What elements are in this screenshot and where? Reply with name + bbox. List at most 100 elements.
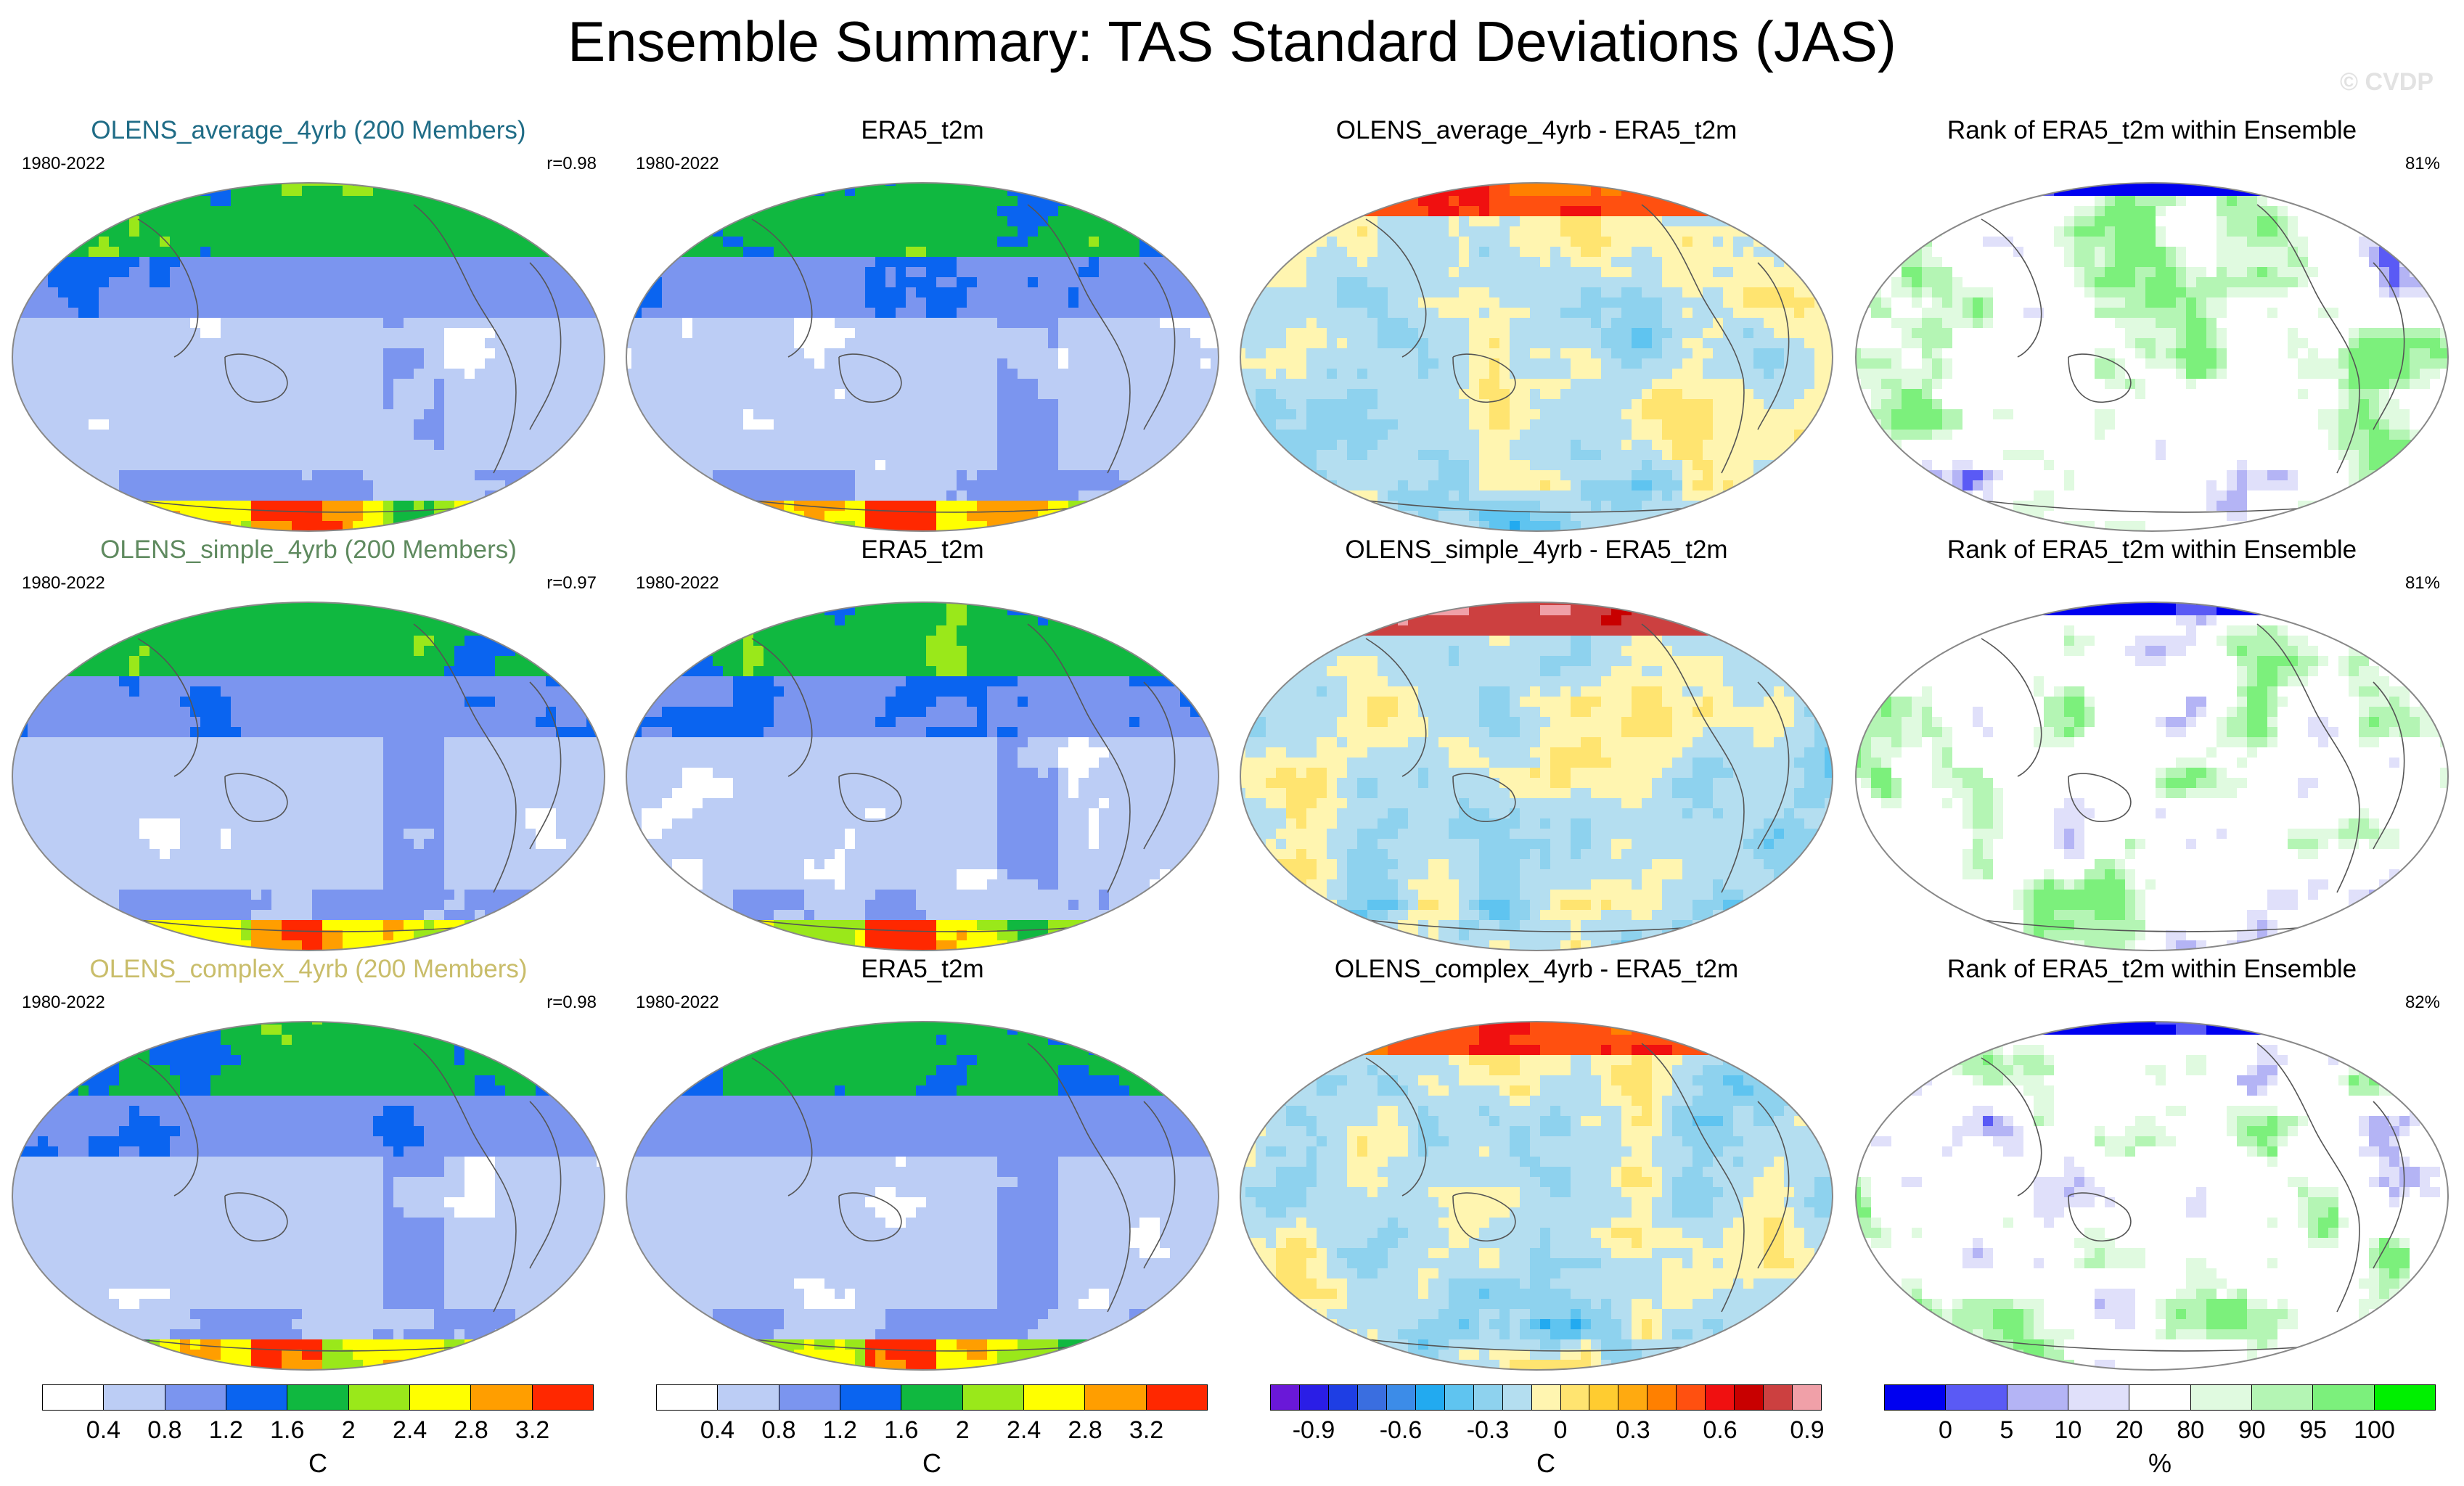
- map-border: [1855, 1021, 2449, 1371]
- colorbar-swatch: [1735, 1385, 1764, 1410]
- coastline-outline: [224, 353, 288, 403]
- period-label: 1980-2022: [636, 154, 719, 174]
- coastline-outline: [2256, 204, 2360, 474]
- period-label: 1980-2022: [636, 573, 719, 594]
- colorbar-tick-label: 0.8: [147, 1416, 181, 1445]
- colorbar-unit: C: [656, 1448, 1208, 1479]
- coastline-outline: [838, 773, 902, 822]
- stat-label: 81%: [2405, 573, 2440, 594]
- colorbar-tick-label: 2.8: [454, 1416, 488, 1445]
- panel-title: ERA5_t2m: [621, 955, 1224, 984]
- period-label: 1980-2022: [22, 573, 105, 594]
- coastline-outline: [529, 262, 562, 430]
- coastline-outline: [1452, 1192, 1516, 1241]
- colorbar-swatch: [779, 1385, 840, 1410]
- coastline-outline: [838, 1192, 902, 1241]
- colorbar-tick-label: 5: [2000, 1416, 2013, 1445]
- colorbar-tick-label: 1.6: [884, 1416, 918, 1445]
- map-container: [7, 1014, 610, 1381]
- colorbar-tick-label: 2: [342, 1416, 356, 1445]
- colorbar-swatch: [532, 1385, 593, 1410]
- map-border: [1240, 182, 1833, 532]
- colorbar-swatch: [657, 1385, 719, 1410]
- coastline-outline: [413, 1043, 517, 1313]
- map-panel-r2-c3: OLENS_simple_4yrb - ERA5_t2m: [1235, 528, 1838, 951]
- panel-title: OLENS_simple_4yrb - ERA5_t2m: [1235, 535, 1838, 565]
- coastline-outline: [1641, 204, 1745, 474]
- panel-title: Rank of ERA5_t2m within Ensemble: [1851, 955, 2453, 984]
- colorbar-tick-label: 0.9: [1790, 1416, 1824, 1445]
- panel-title: Rank of ERA5_t2m within Ensemble: [1851, 116, 2453, 145]
- coastline-outline: [2373, 262, 2405, 430]
- map-container: [7, 595, 610, 961]
- colorbar-swatch: [1444, 1385, 1474, 1410]
- colorbar-tick-label: 80: [2177, 1416, 2204, 1445]
- colorbar-swatch: [1793, 1385, 1822, 1410]
- coastline-outline: [1365, 638, 1427, 777]
- colorbar-swatch: [2129, 1385, 2191, 1410]
- map-border: [12, 1021, 605, 1371]
- colorbar-swatch: [1299, 1385, 1329, 1410]
- coastline-outline: [413, 204, 517, 474]
- coastline-outline: [838, 353, 902, 403]
- colorbar-swatch: [1386, 1385, 1416, 1410]
- colorbar-swatch: [471, 1385, 533, 1410]
- coastline-outline: [1757, 681, 1790, 850]
- map-panel-r3-c2: ERA5_t2m 1980-2022: [621, 948, 1224, 1371]
- colorbar-swatch: [962, 1385, 1024, 1410]
- coastline-outline: [2068, 353, 2132, 403]
- coastline-outline: [1452, 353, 1516, 403]
- map-diff-r2-c3: [1240, 602, 1833, 951]
- colorbar-tick-label: 1.2: [209, 1416, 243, 1445]
- map-diff-r1-c3: [1240, 182, 1833, 532]
- colorbar-tick-label: 95: [2299, 1416, 2327, 1445]
- coastline-outline: [1981, 638, 2042, 777]
- colorbar-tick-label: 2.4: [393, 1416, 427, 1445]
- map-rank-r2-c4: [1855, 602, 2449, 951]
- colorbar-1: 0.4 0.8 1.2 1.6 2 2.4 2.8 3.2 C: [42, 1384, 594, 1478]
- colorbar-swatch: [2313, 1385, 2375, 1410]
- map-std-r1-c2: [626, 182, 1219, 532]
- colorbar-tick-label: -0.6: [1380, 1416, 1423, 1445]
- colorbar-swatch: [1531, 1385, 1561, 1410]
- map-std-r3-c1: [12, 1021, 605, 1371]
- map-panel-r1-c3: OLENS_average_4yrb - ERA5_t2m: [1235, 109, 1838, 532]
- coastline-outline: [1981, 1057, 2042, 1196]
- map-border: [626, 602, 1219, 951]
- stat-label: 82%: [2405, 993, 2440, 1013]
- coastline-outline: [2373, 681, 2405, 850]
- panel-title: OLENS_average_4yrb - ERA5_t2m: [1235, 116, 1838, 145]
- colorbar-4: 0 5 10 20 80 90 95 100%: [1884, 1384, 2436, 1478]
- colorbar-swatch: [104, 1385, 165, 1410]
- map-panel-r2-c4: Rank of ERA5_t2m within Ensemble 81%: [1851, 528, 2453, 951]
- map-panel-r3-c3: OLENS_complex_4yrb - ERA5_t2m: [1235, 948, 1838, 1371]
- coastline-outline: [751, 218, 813, 358]
- colorbar-swatch: [1706, 1385, 1735, 1410]
- colorbar-tick-label: 0.3: [1616, 1416, 1650, 1445]
- coastline-outline: [2256, 1043, 2360, 1313]
- colorbar-tick-label: 0: [1939, 1416, 1952, 1445]
- coastline-outline: [529, 1101, 562, 1269]
- colorbar-swatch: [2251, 1385, 2314, 1410]
- map-panel-r1-c2: ERA5_t2m 1980-2022: [621, 109, 1224, 532]
- colorbar-swatches: [1884, 1384, 2436, 1411]
- colorbar-swatch: [1560, 1385, 1590, 1410]
- map-container: [1851, 595, 2453, 961]
- colorbar-tick-label: -0.9: [1293, 1416, 1335, 1445]
- coastline-outline: [751, 638, 813, 777]
- panel-title: OLENS_complex_4yrb (200 Members): [7, 955, 610, 984]
- colorbar-swatch: [840, 1385, 902, 1410]
- coastline-outline: [1027, 204, 1131, 474]
- colorbar-swatch: [1085, 1385, 1147, 1410]
- map-container: [1851, 1014, 2453, 1381]
- colorbar-2: 0.4 0.8 1.2 1.6 2 2.4 2.8 3.2 C: [656, 1384, 1208, 1479]
- colorbar-unit: C: [1270, 1448, 1822, 1479]
- colorbar-swatch: [1764, 1385, 1793, 1410]
- coastline-outline: [137, 638, 199, 777]
- colorbar-tick-label: 10: [2054, 1416, 2082, 1445]
- colorbar-swatch: [718, 1385, 779, 1410]
- stat-label: 81%: [2405, 154, 2440, 174]
- map-rank-r1-c4: [1855, 182, 2449, 532]
- colorbar-swatch: [409, 1385, 472, 1410]
- map-rank-r3-c4: [1855, 1021, 2449, 1371]
